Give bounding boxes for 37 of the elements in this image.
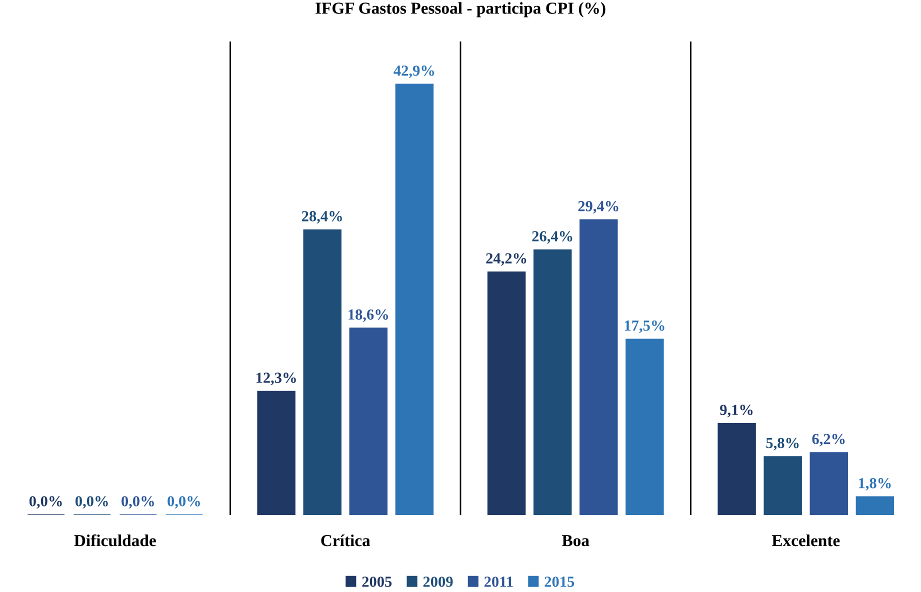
legend-label: 2011 [484, 576, 513, 587]
data-label: 28,4% [302, 211, 342, 224]
data-label: 42,9% [394, 66, 434, 78]
legend-label: 2009 [423, 576, 453, 587]
chart-title: IFGF Gastos Pessoal - participa CPI (%) [316, 2, 606, 18]
data-label: 18,6% [348, 309, 388, 322]
legend-label: 2005 [362, 576, 392, 587]
bar [856, 496, 894, 516]
x-tick-label: Crítica [321, 534, 370, 546]
legend-label: 2015 [544, 576, 574, 587]
bar [626, 338, 664, 516]
data-label: 24,2% [486, 253, 526, 266]
data-label: 0,0% [75, 496, 108, 509]
data-label: 6,2% [812, 434, 845, 446]
bar [487, 271, 526, 516]
bar [257, 390, 296, 516]
data-label: 29,4% [578, 201, 618, 214]
data-label: 26,4% [532, 231, 572, 244]
bar [533, 249, 572, 516]
bar [395, 84, 434, 516]
data-label: 17,5% [624, 320, 664, 333]
data-label: 12,3% [256, 372, 296, 386]
x-tick-label: Dificuldade [74, 534, 156, 546]
x-tick-label: Excelente [772, 534, 840, 546]
bar [303, 229, 342, 516]
data-label: 0,0% [29, 496, 62, 509]
bar [764, 456, 802, 516]
x-tick-label: Boa [562, 535, 590, 546]
bar [580, 219, 618, 516]
data-label: 0,0% [122, 496, 154, 509]
bar [810, 452, 848, 516]
bar [718, 423, 756, 516]
bar [349, 328, 388, 516]
data-label: 0,0% [168, 496, 200, 509]
data-label: 1,8% [858, 478, 891, 491]
data-label: 5,8% [766, 438, 799, 450]
data-label: 9,1% [720, 404, 753, 418]
